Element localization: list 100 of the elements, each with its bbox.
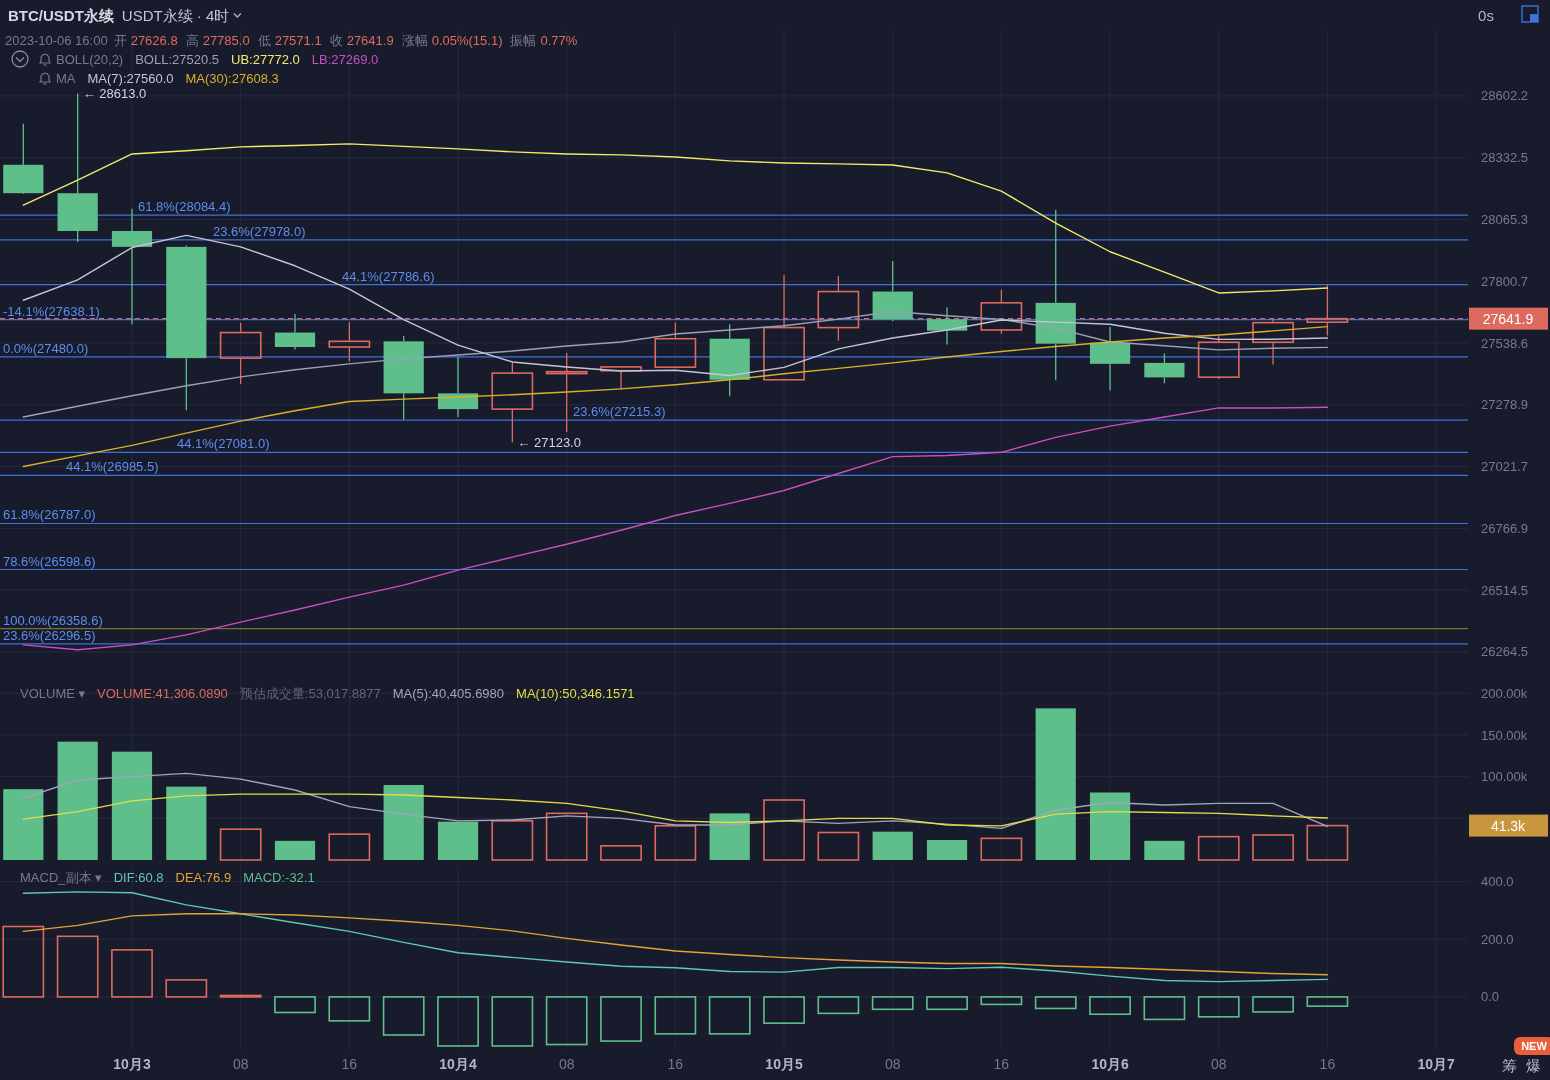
text: MA(10):50,346.1571: [516, 685, 635, 701]
ref-line-label: 0.0%(27480.0): [3, 340, 89, 356]
bar: [1143, 996, 1186, 1021]
candlestick: [491, 361, 534, 443]
bar: [111, 751, 153, 860]
x-tick-label: 08: [884, 1056, 901, 1072]
text: MA(7):27560.0: [87, 70, 174, 86]
y-tick-label: 26514.5: [1481, 582, 1528, 598]
bar: [1306, 824, 1349, 861]
bar: [1034, 996, 1077, 1010]
annotation: 0.77%: [540, 32, 578, 48]
annotation: 预估成交量:53,017.8877: [239, 685, 381, 701]
bar: [1089, 996, 1131, 1016]
bar: [383, 785, 424, 860]
bar: [1252, 996, 1294, 1013]
y-tick-label: 28065.3: [1481, 212, 1528, 228]
annotation: 27571.1: [274, 32, 322, 48]
bar: [545, 812, 588, 861]
bar: [654, 825, 697, 861]
x-tick-label: 08: [1210, 1056, 1227, 1072]
candlestick: [872, 260, 913, 322]
x-tick-label: 10月6: [1091, 1056, 1129, 1072]
ref-line-label: 23.6%(26296.5): [3, 627, 96, 643]
candlestick: [3, 123, 44, 194]
y-tick-label: 27800.7: [1481, 273, 1528, 289]
text: UB:27772.0: [231, 51, 300, 67]
y-tick-label: 0.0: [1481, 989, 1500, 1005]
line-series: [22, 891, 1329, 983]
bar: [1144, 840, 1185, 860]
annotation: MA: [56, 70, 76, 86]
bar: [491, 820, 534, 861]
ref-line-label: 44.1%(27786.6): [342, 268, 435, 284]
y-tick-label: 28602.2: [1481, 88, 1528, 104]
annotation: 2023-10-06 16:00: [5, 32, 108, 48]
y-tick-label: 27278.9: [1481, 397, 1528, 413]
bar: [3, 789, 44, 860]
bar: [491, 996, 534, 1047]
y-tick-label: 27538.6: [1481, 335, 1528, 351]
text: VOLUME:41,306.0890: [97, 685, 228, 701]
bar: [437, 821, 479, 860]
candlestick: [57, 92, 98, 243]
annotation: 振幅: [510, 32, 537, 48]
annotation: 涨幅: [401, 32, 428, 48]
text: 筹: [1501, 1056, 1517, 1074]
candlestick: [1089, 326, 1131, 392]
x-tick-label: 16: [993, 1056, 1010, 1072]
bar: [219, 828, 262, 861]
bar: [219, 994, 262, 998]
ref-line-label: 44.1%(26985.5): [66, 459, 159, 475]
candlestick: [166, 244, 207, 411]
candlestick: [274, 313, 316, 351]
annotation: 开: [113, 32, 127, 48]
bar: [56, 935, 99, 998]
ref-line-label: 61.8%(28084.4): [138, 199, 231, 215]
x-tick-label: 10月5: [765, 1056, 803, 1072]
candlestick: [1035, 209, 1076, 381]
bar: [2, 925, 45, 998]
x-tick-label: 10月7: [1417, 1056, 1455, 1072]
text: MACD:-32.1: [243, 869, 315, 885]
bar: [382, 996, 425, 1036]
text: MA(5):40,405.6980: [392, 685, 505, 701]
annotation: 收: [329, 32, 343, 48]
bar: [165, 979, 208, 998]
annotation: ← 27123.0: [517, 434, 581, 450]
ref-line-label: 100.0%(26358.6): [3, 612, 103, 628]
line-series: [22, 793, 1329, 827]
annotation: ← 28613.0: [82, 86, 147, 102]
annotation: VOLUME ▾: [20, 685, 86, 701]
bar: [926, 840, 968, 860]
annotation: MACD_副本 ▾: [20, 869, 103, 885]
annotation: 27785.0: [202, 32, 250, 48]
bar: [871, 996, 914, 1011]
candlestick: [926, 306, 968, 346]
ref-line-label: -14.1%(27638.1): [3, 303, 100, 319]
bar: [763, 799, 805, 861]
bar: [57, 741, 98, 860]
annotation: BOLL(20,2): [56, 51, 124, 67]
bar: [166, 786, 207, 860]
bar: [600, 845, 642, 861]
annotation: 0.05%(15.1): [431, 32, 503, 48]
ref-line-label: 44.1%(27081.0): [177, 436, 270, 452]
y-tick-label: 200.0: [1481, 931, 1514, 947]
text: 27641.9: [1482, 310, 1534, 327]
bar: [872, 831, 913, 860]
text: MA(30):27608.3: [185, 70, 279, 86]
annotation: 高: [185, 32, 199, 48]
y-tick-label: 26766.9: [1481, 520, 1528, 536]
y-tick-label: 27021.7: [1481, 459, 1528, 475]
bar: [1306, 996, 1349, 1007]
y-tick-label: 200.00k: [1481, 685, 1528, 701]
y-tick-label: 28332.5: [1481, 150, 1528, 166]
x-tick-label: 10月3: [113, 1056, 151, 1072]
x-tick-label: 08: [558, 1056, 575, 1072]
annotation: 27626.8: [130, 32, 178, 48]
chart-title: BTC/USDT永续: [8, 6, 115, 24]
bar: [1252, 834, 1294, 861]
bar: [600, 996, 642, 1042]
candlestick: [383, 335, 424, 421]
bar: [817, 996, 860, 1015]
series-label: DIF:60.8: [113, 869, 164, 885]
